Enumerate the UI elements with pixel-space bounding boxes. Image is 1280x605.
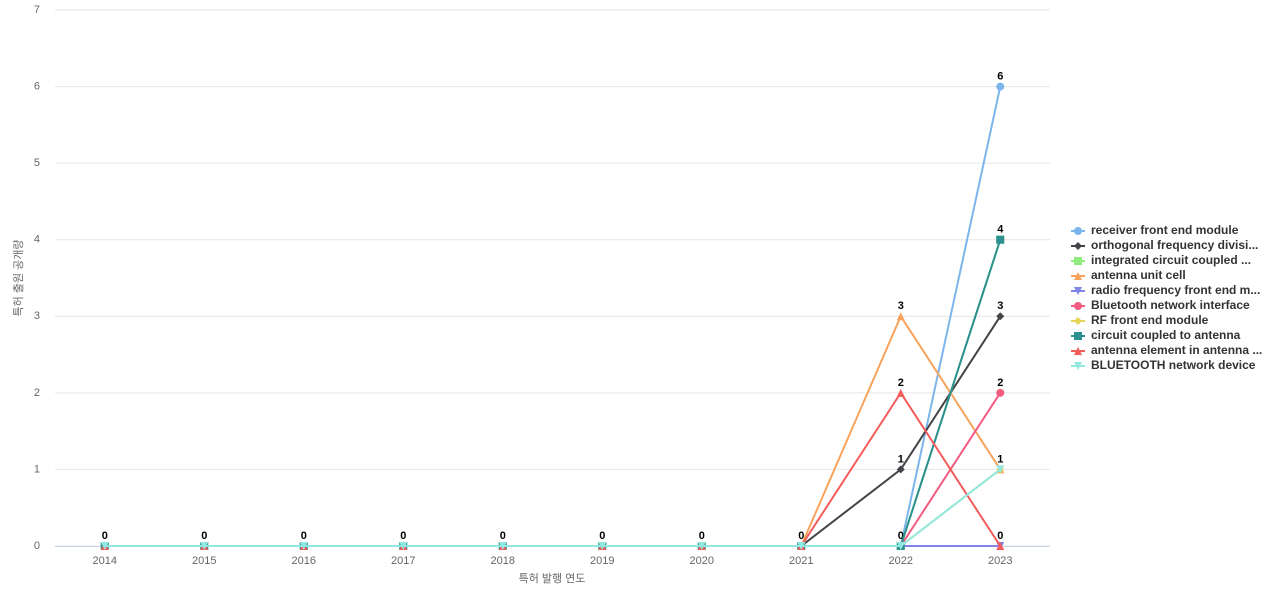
series [100, 312, 1005, 550]
legend-label: radio frequency front end m... [1091, 283, 1260, 297]
data-label: 0 [201, 530, 207, 542]
data-label: 6 [997, 70, 1003, 82]
legend-item: antenna unit cell [1071, 268, 1186, 282]
data-label: 0 [699, 530, 705, 542]
legend-label: antenna element in antenna ... [1091, 343, 1262, 357]
data-point [896, 465, 905, 474]
legend-item: orthogonal frequency divisi... [1071, 238, 1258, 252]
data-label: 4 [997, 224, 1004, 236]
x-tick-label: 2023 [988, 555, 1012, 567]
legend-label: orthogonal frequency divisi... [1091, 238, 1258, 252]
data-label: 0 [500, 530, 506, 542]
legend-label: BLUETOOTH network device [1091, 358, 1256, 372]
series [100, 312, 1005, 550]
legend-item: BLUETOOTH network device [1071, 358, 1256, 372]
legend-marker [1074, 347, 1082, 355]
y-tick-label: 2 [34, 387, 40, 399]
x-tick-label: 2021 [789, 555, 813, 567]
data-label: 0 [102, 530, 108, 542]
legend-item: receiver front end module [1071, 223, 1239, 237]
series [100, 465, 1005, 550]
legend-item: RF front end module [1071, 313, 1209, 327]
data-label: 2 [997, 377, 1003, 389]
legend-marker [1074, 287, 1082, 295]
legend-item: antenna element in antenna ... [1071, 343, 1262, 357]
data-point [896, 388, 905, 397]
data-point [200, 542, 209, 550]
legend-label: receiver front end module [1091, 223, 1239, 237]
data-point [996, 465, 1005, 474]
legend-label: RF front end module [1091, 313, 1209, 327]
legend-label: circuit coupled to antenna [1091, 328, 1241, 342]
y-tick-label: 7 [34, 4, 40, 16]
legend-label: Bluetooth network interface [1091, 298, 1250, 312]
legend-marker [1074, 242, 1082, 250]
y-tick-label: 0 [34, 540, 40, 552]
legend-item: integrated circuit coupled ... [1071, 253, 1251, 267]
x-tick-label: 2022 [889, 555, 913, 567]
data-point [996, 235, 1005, 244]
y-tick-label: 1 [34, 463, 40, 475]
legend-marker [1074, 227, 1082, 235]
data-point [896, 542, 905, 550]
data-point [299, 542, 308, 550]
data-point [100, 542, 109, 550]
data-label: 1 [898, 453, 904, 465]
data-label: 3 [898, 300, 904, 312]
legend-marker [1074, 272, 1082, 280]
data-point [996, 542, 1005, 550]
legend-marker [1074, 332, 1082, 340]
data-point [399, 542, 408, 550]
legend-item: radio frequency front end m... [1071, 283, 1260, 297]
legend-label: antenna unit cell [1091, 268, 1186, 282]
x-tick-label: 2017 [391, 555, 415, 567]
data-label: 3 [997, 300, 1003, 312]
series-line [104, 468, 1001, 547]
y-tick-label: 4 [34, 234, 40, 246]
data-label: 1 [997, 453, 1003, 465]
x-tick-label: 2014 [93, 555, 117, 567]
data-label: 0 [898, 530, 904, 542]
y-tick-label: 5 [34, 157, 40, 169]
data-label: 0 [798, 530, 804, 542]
x-tick-label: 2018 [491, 555, 515, 567]
data-point [996, 82, 1005, 91]
data-label: 0 [997, 530, 1003, 542]
data-point [996, 388, 1005, 397]
data-point [498, 542, 507, 550]
series [100, 465, 1005, 550]
y-tick-label: 3 [34, 310, 40, 322]
legend-label: integrated circuit coupled ... [1091, 253, 1251, 267]
data-point [896, 312, 905, 321]
data-point [996, 312, 1005, 321]
data-label: 0 [599, 530, 605, 542]
x-tick-label: 2016 [292, 555, 316, 567]
legend-item: circuit coupled to antenna [1071, 328, 1241, 342]
data-label: 0 [400, 530, 406, 542]
legend-marker [1074, 317, 1082, 325]
x-tick-label: 2015 [192, 555, 216, 567]
series-line [104, 315, 1002, 547]
data-point [697, 542, 706, 550]
data-label: 0 [301, 530, 307, 542]
x-tick-label: 2019 [590, 555, 614, 567]
x-axis-title: 특허 발행 연도 [519, 572, 586, 585]
data-point [598, 542, 607, 550]
y-axis-title: 특허 출원 공개량 [12, 240, 25, 317]
legend-marker [1074, 257, 1082, 265]
y-tick-label: 6 [34, 80, 40, 92]
series-line [104, 468, 1001, 547]
legend-marker [1074, 362, 1082, 370]
data-point [797, 542, 806, 550]
x-tick-label: 2020 [690, 555, 714, 567]
series-line [104, 314, 1002, 547]
data-label: 2 [898, 377, 904, 389]
legend-marker [1074, 302, 1082, 310]
legend-item: Bluetooth network interface [1071, 298, 1250, 312]
